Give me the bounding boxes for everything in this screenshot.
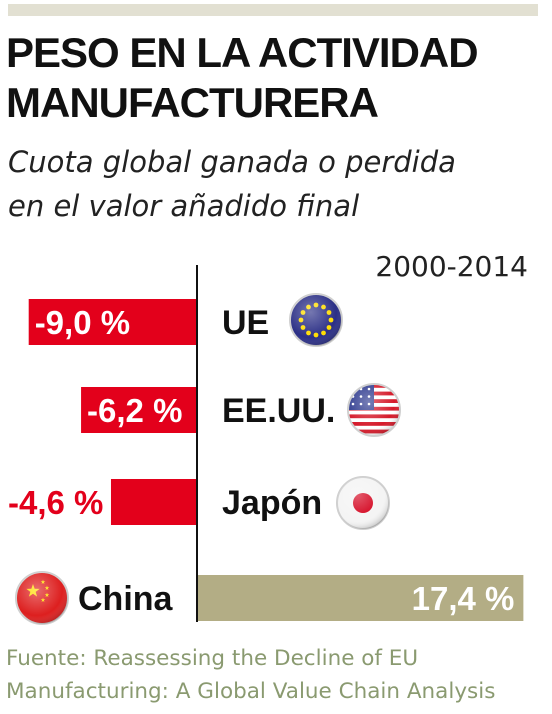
source-line-1: Fuente: Reassessing the Decline of EU [6, 646, 419, 671]
bar-ue [28, 299, 198, 345]
category-label-eeuu: EE.UU. [222, 392, 335, 430]
value-label-eeuu: -6,2 % [87, 392, 182, 429]
value-label-china: 17,4 % [412, 580, 515, 617]
category-label-ue: UE [222, 304, 269, 342]
china-flag-icon [15, 571, 69, 625]
usa-flag-icon [347, 383, 401, 437]
eu-flag-icon [289, 293, 343, 347]
labels-layer: -9,0 % UE-6,2 % EE.UU.-4,6 %-4,6 % Japón17,… [8, 304, 514, 618]
source-note: Fuente: Reassessing the Decline of EU Ma… [6, 642, 552, 708]
bar-eeuu [81, 387, 197, 433]
top-rule [8, 4, 538, 16]
category-label-china: China [78, 580, 174, 618]
bar-chart: -9,0 % UE-6,2 % EE.UU.-4,6 %-4,6 % Japón17,… [8, 265, 524, 625]
bar-japn [110, 479, 197, 525]
value-label-ue: -9,0 % [35, 304, 130, 341]
japan-flag-icon [336, 476, 390, 530]
title-line-1: PESO EN LA ACTIVIDAD [6, 29, 479, 76]
flags-layer [15, 293, 401, 625]
subtitle-line-2: en el valor añadido final [8, 189, 360, 223]
category-label-japn: Japón [222, 484, 322, 522]
subtitle-line-1: Cuota global ganada o perdida [8, 145, 456, 179]
chart-subtitle: Cuota global ganada o perdida en el valo… [8, 140, 548, 228]
period-label: 2000-2014 [375, 250, 528, 283]
title-line-2: MANUFACTURERA [6, 79, 379, 126]
bar-china [198, 575, 524, 621]
value-label-japn: -4,6 % [8, 484, 103, 521]
source-line-2: Manufacturing: A Global Value Chain Anal… [6, 679, 496, 704]
chart-title: PESO EN LA ACTIVIDAD MANUFACTURERA [6, 28, 546, 128]
bars-layer [28, 299, 524, 621]
